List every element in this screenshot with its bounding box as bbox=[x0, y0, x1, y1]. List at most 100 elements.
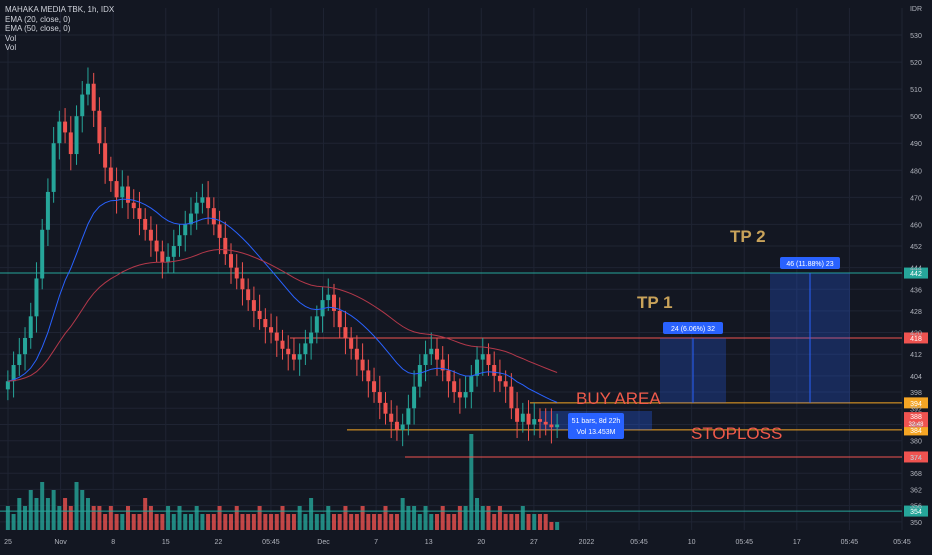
candle-body bbox=[537, 419, 542, 422]
price-tag-box bbox=[904, 505, 928, 517]
volume-bar bbox=[114, 514, 119, 530]
ema50-legend[interactable]: EMA (50, close, 0) bbox=[5, 24, 71, 33]
candle-body bbox=[223, 237, 228, 255]
volume-bar bbox=[555, 522, 560, 530]
volume-bar bbox=[280, 506, 285, 530]
candle-body bbox=[85, 83, 90, 95]
volume-bar bbox=[343, 506, 348, 530]
volume-bar bbox=[57, 506, 62, 530]
range-info-vol: Vol 13.453M bbox=[577, 429, 616, 436]
volume-bar bbox=[126, 506, 131, 530]
measure-zones: 24 (6.06%) 32 46 (11.88%) 23 bbox=[540, 257, 850, 430]
candle-body bbox=[360, 359, 365, 371]
x-tick-label: 17 bbox=[793, 539, 801, 546]
y-tick-label: 436 bbox=[910, 287, 922, 294]
volume-bar bbox=[532, 514, 537, 530]
tp1-label: TP 1 bbox=[637, 293, 673, 312]
x-tick-label: 05:45 bbox=[630, 539, 648, 546]
candle-body bbox=[555, 424, 560, 428]
x-tick-label: 20 bbox=[477, 539, 485, 546]
volume-bar bbox=[177, 506, 182, 530]
volume-legend-2[interactable]: Vol bbox=[5, 43, 17, 52]
volume-bar bbox=[417, 514, 422, 530]
y-tick-label: 386 bbox=[910, 423, 922, 430]
y-tick-label: 460 bbox=[910, 222, 922, 229]
volume-bar bbox=[515, 514, 520, 530]
volume-bar bbox=[240, 514, 245, 530]
candle-body bbox=[452, 381, 457, 393]
candle-body bbox=[372, 381, 377, 393]
countdown-label: 32:48 bbox=[908, 422, 924, 428]
volume-bar bbox=[543, 514, 548, 530]
x-tick-label: 05:45 bbox=[262, 539, 280, 546]
candle-body bbox=[103, 143, 108, 168]
candle-body bbox=[400, 424, 405, 430]
volume-bar bbox=[429, 514, 434, 530]
y-tick-label: 480 bbox=[910, 168, 922, 175]
ema20-legend[interactable]: EMA (20, close, 0) bbox=[5, 14, 71, 24]
legend: MAHAKA MEDIA TBK, 1h, IDX EMA (20, close… bbox=[5, 5, 114, 53]
volume-bar bbox=[366, 514, 371, 530]
range-info-bars: 51 bars, 8d 22h bbox=[572, 418, 621, 425]
volume-bar bbox=[509, 514, 514, 530]
x-tick-label: 13 bbox=[425, 539, 433, 546]
candle-body bbox=[486, 354, 491, 366]
volume-legend[interactable]: Vol bbox=[5, 33, 17, 43]
ema-20-line bbox=[7, 198, 558, 403]
symbol-title[interactable]: MAHAKA MEDIA TBK, 1h, IDX bbox=[5, 5, 115, 14]
volume-bar bbox=[492, 514, 497, 530]
range-info-box bbox=[568, 413, 624, 439]
candle-body bbox=[440, 359, 445, 371]
candle-body bbox=[331, 294, 336, 311]
volume-bar bbox=[486, 506, 491, 530]
volume-bar bbox=[206, 514, 211, 530]
candle-body bbox=[240, 278, 245, 290]
ema-50-line bbox=[7, 248, 558, 382]
price-tag-box bbox=[904, 451, 928, 463]
volume-bar bbox=[463, 506, 468, 530]
candle-body bbox=[131, 202, 136, 209]
candle-body bbox=[526, 413, 531, 425]
ema-lines bbox=[7, 198, 558, 403]
candle-body bbox=[423, 354, 428, 366]
candle-body bbox=[429, 348, 434, 355]
volume-bar bbox=[480, 506, 485, 530]
candle-body bbox=[114, 181, 119, 198]
volume-bar bbox=[188, 514, 193, 530]
candle-body bbox=[349, 337, 354, 349]
candle-body bbox=[5, 381, 10, 390]
candle-body bbox=[383, 402, 388, 414]
tp2-label: TP 2 bbox=[730, 227, 766, 246]
volume-bar bbox=[194, 506, 199, 530]
volume-bar bbox=[85, 498, 90, 530]
y-tick-label: 452 bbox=[910, 244, 922, 251]
candle-body bbox=[326, 294, 331, 301]
candle-body bbox=[503, 381, 508, 387]
x-tick-label: 10 bbox=[688, 539, 696, 546]
volume-bar bbox=[51, 490, 56, 530]
volume-bar bbox=[406, 506, 411, 530]
volume-bar bbox=[372, 514, 377, 530]
volume-bar bbox=[303, 514, 308, 530]
y-tick-label: 398 bbox=[910, 390, 922, 397]
x-tick-label: 05:45 bbox=[735, 539, 753, 546]
volume-bar bbox=[537, 514, 542, 530]
price-tag-label: 442 bbox=[910, 271, 922, 278]
price-tag-label: 374 bbox=[910, 455, 922, 462]
volume-bar bbox=[183, 514, 188, 530]
volume-bar bbox=[377, 514, 382, 530]
candle-body bbox=[257, 310, 262, 320]
volume-bar bbox=[154, 514, 159, 530]
volume-bar bbox=[91, 506, 96, 530]
y-tick-label: 510 bbox=[910, 87, 922, 94]
x-tick-label: Nov bbox=[54, 539, 67, 546]
candle-body bbox=[183, 224, 188, 236]
candle-body bbox=[126, 186, 131, 203]
volume-bar bbox=[23, 506, 28, 530]
candle-body bbox=[274, 332, 279, 341]
candle-body bbox=[188, 213, 193, 225]
volume-bar bbox=[97, 506, 102, 530]
volume-bar bbox=[246, 514, 251, 530]
